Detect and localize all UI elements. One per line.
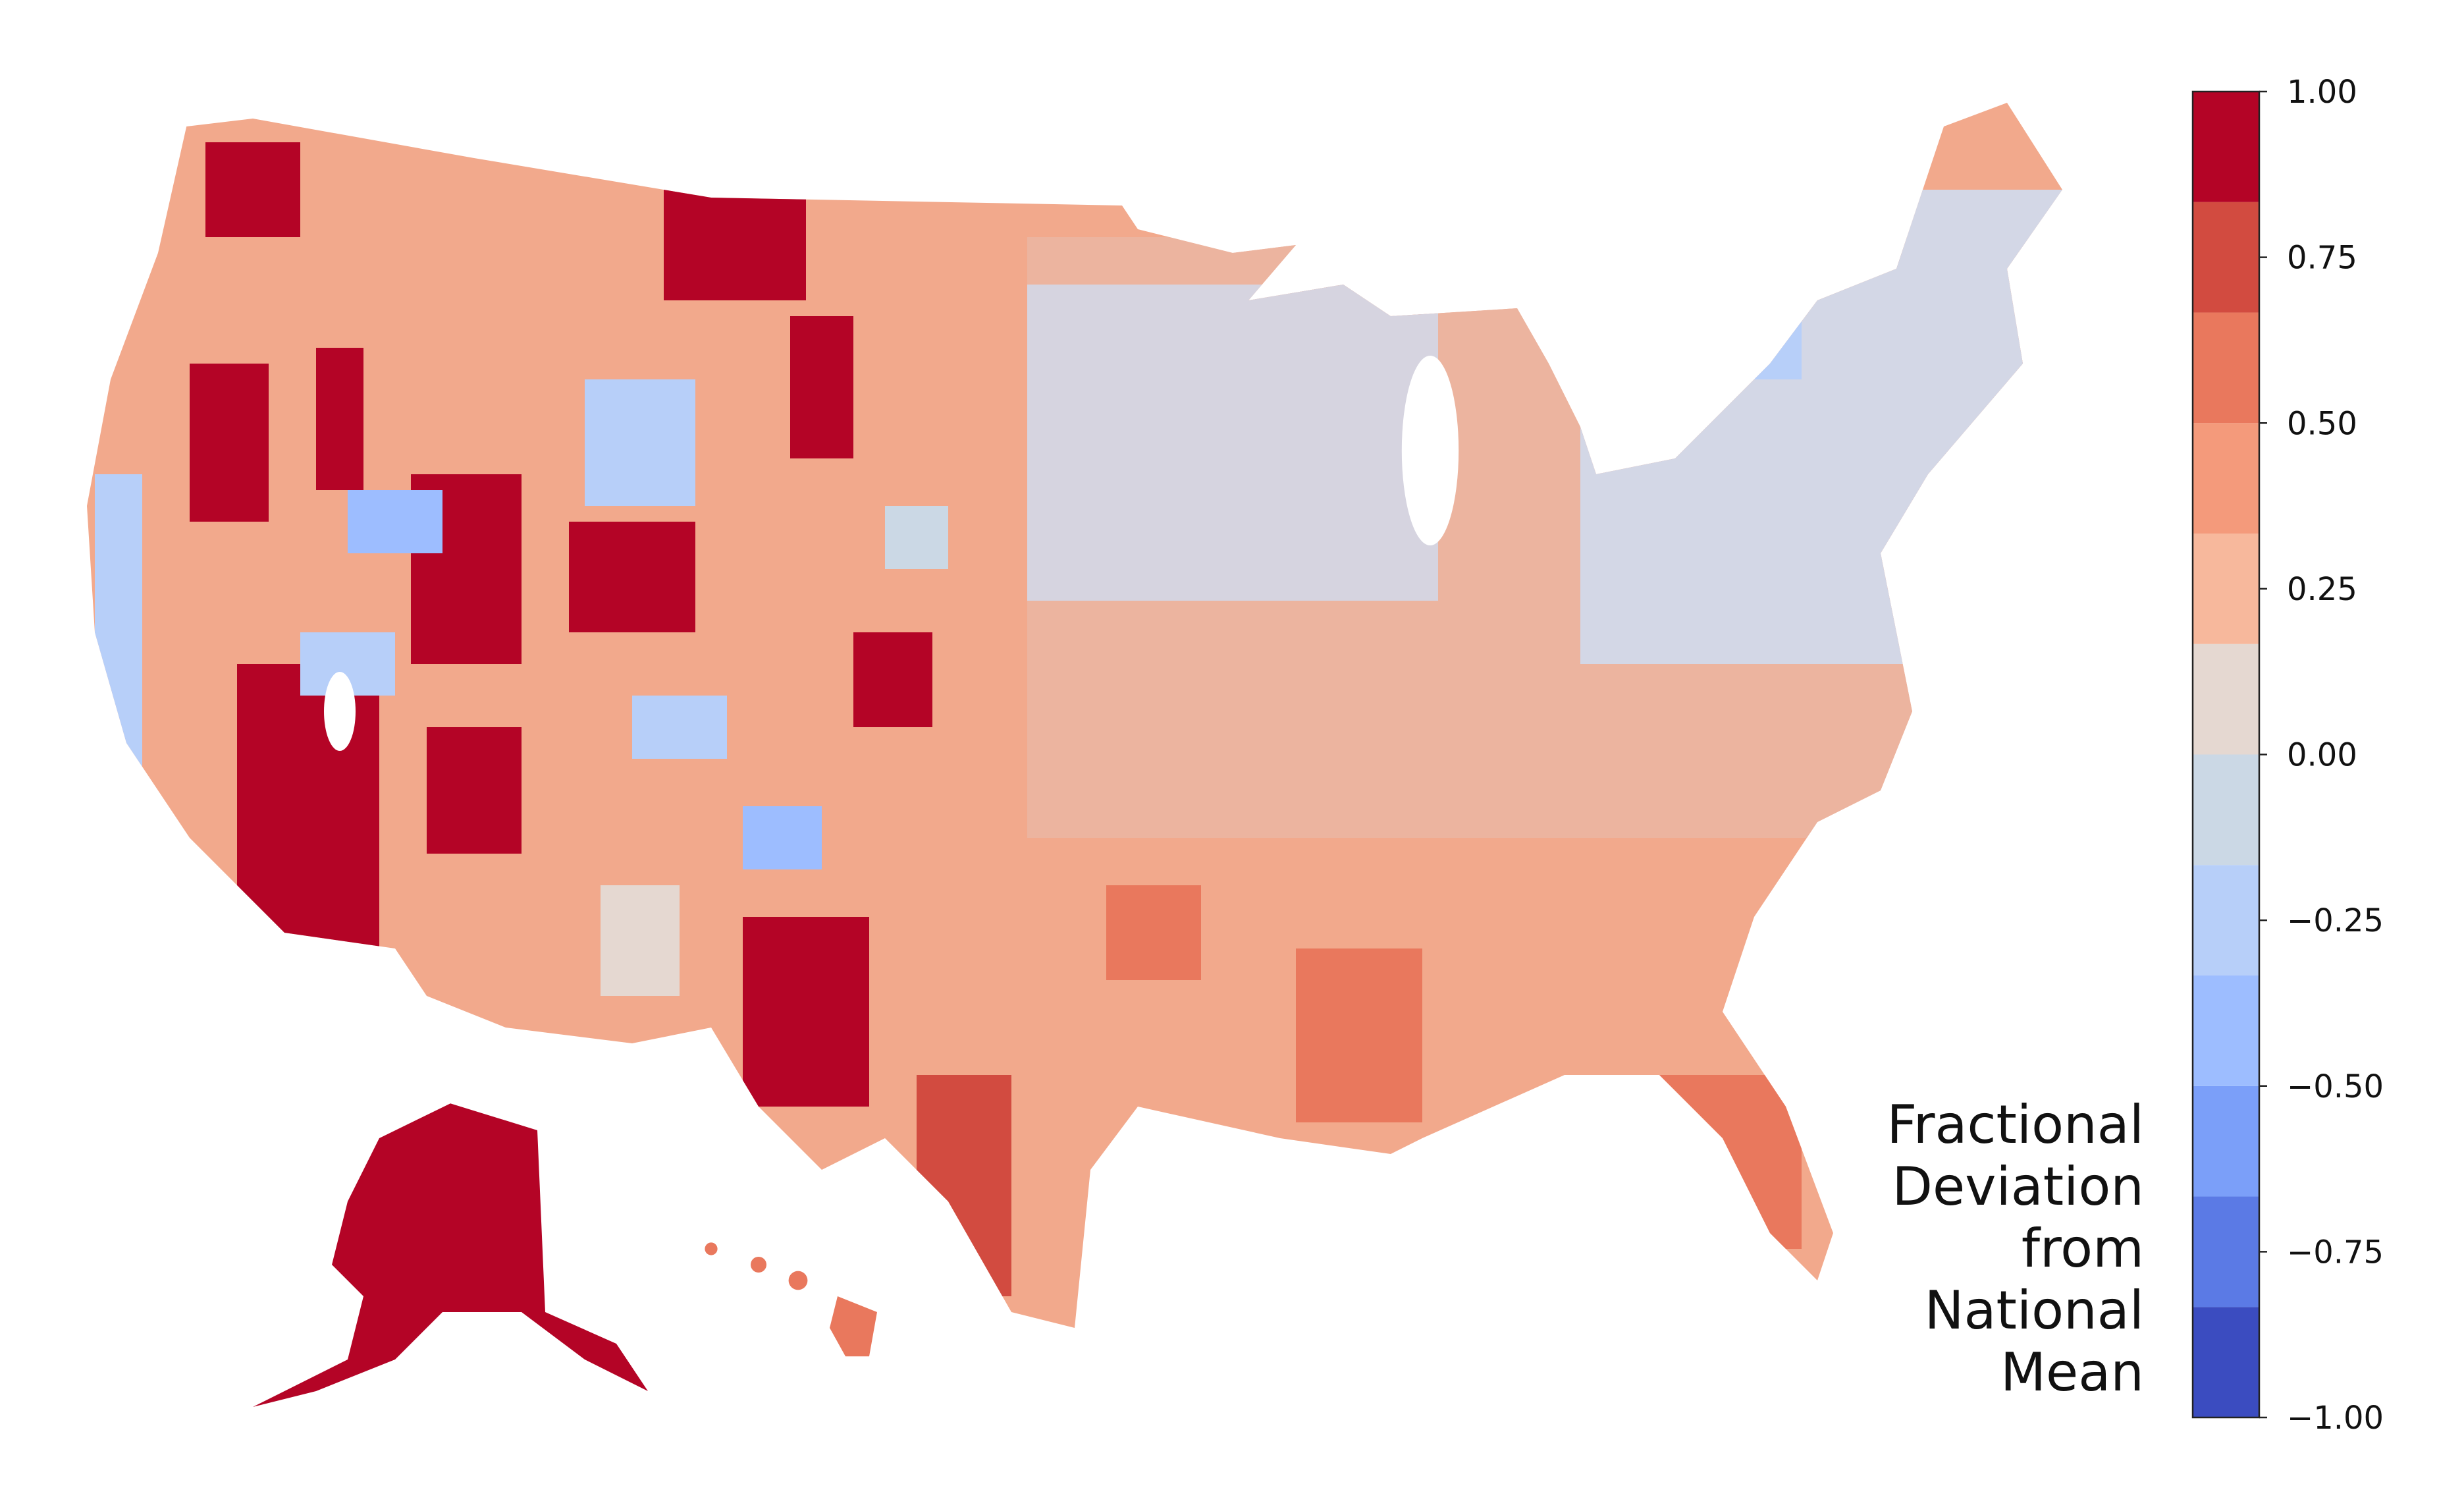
colorbar-bin	[2193, 1307, 2259, 1417]
colorbar-bin	[2193, 975, 2259, 1086]
colorbar-bin	[2193, 1196, 2259, 1307]
legend-title-line: Fractional	[1887, 1094, 2144, 1155]
colorbar-tick-label: −0.75	[2287, 1234, 2384, 1271]
colorbar-tick-label: −1.00	[2287, 1400, 2384, 1437]
colorbar-bin	[2193, 1085, 2259, 1197]
colorbar-tick-label: 0.50	[2287, 405, 2357, 442]
colorbar-bin	[2193, 202, 2259, 313]
colorbar-bin	[2193, 312, 2259, 424]
colorbar-bin	[2193, 754, 2259, 865]
colorbar-tick-label: 0.25	[2287, 571, 2357, 608]
legend-title-line: National	[1925, 1280, 2144, 1341]
colorbar-bin	[2193, 644, 2259, 755]
map	[87, 103, 2063, 1407]
colorbar-tick-label: −0.25	[2287, 902, 2384, 939]
colorbar-tick-label: 0.75	[2287, 240, 2357, 277]
colorbar-tick-label: 1.00	[2287, 74, 2357, 111]
colorbar: −1.00 −0.75 −0.50 −0.25 0.00 0.25 0.50 0.75 1.00	[2191, 74, 2384, 1437]
colorbar-bin	[2193, 92, 2259, 202]
colorbar-tick-label: −0.50	[2287, 1068, 2384, 1105]
legend-title-line: from	[2022, 1218, 2144, 1279]
contiguous-us	[87, 103, 2063, 1329]
hawaii	[705, 1242, 877, 1357]
legend-title-line: Deviation	[1892, 1156, 2144, 1217]
legend-title-line: Mean	[2000, 1342, 2144, 1403]
colorbar-bin	[2193, 423, 2259, 534]
colorbar-bin	[2193, 865, 2259, 975]
colorbar-bin	[2193, 534, 2259, 644]
colorbar-tick-label: 0.00	[2287, 737, 2357, 774]
alaska	[253, 1103, 649, 1407]
